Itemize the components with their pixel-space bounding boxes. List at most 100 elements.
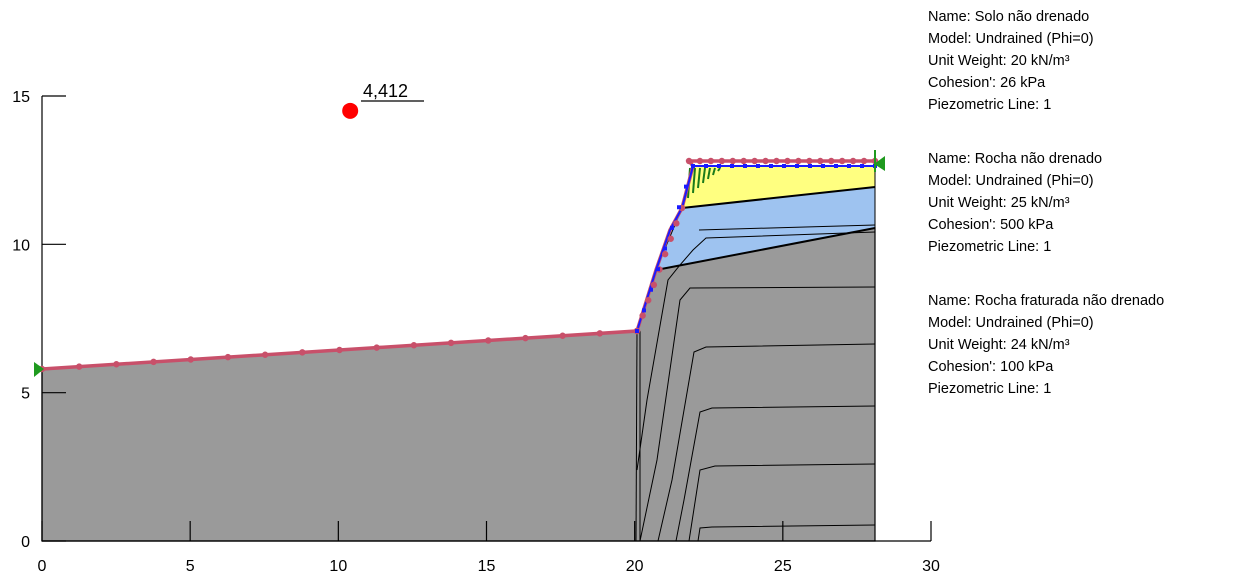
search-marker — [663, 246, 667, 251]
slip-marker — [762, 157, 769, 165]
slip-surface-overlay — [34, 150, 885, 377]
material-piezo: Piezometric Line: 1 — [928, 97, 1051, 113]
right-end-marker — [874, 156, 885, 171]
material-legend: Name: Solo não drenado Model: Undrained … — [928, 9, 1164, 397]
slip-marker — [113, 361, 120, 368]
slip-marker — [718, 157, 726, 165]
search-marker — [656, 267, 660, 272]
search-marker — [756, 164, 760, 168]
search-marker — [847, 164, 851, 168]
x-tick-label: 10 — [329, 558, 347, 575]
search-marker — [860, 164, 864, 168]
material-piezo: Piezometric Line: 1 — [928, 381, 1051, 397]
search-marker — [717, 164, 721, 168]
slip-marker — [336, 346, 343, 354]
slip-marker — [596, 330, 604, 337]
slip-marker — [645, 297, 652, 304]
factor-of-safety-label: 4,412 — [363, 81, 408, 101]
search-marker — [635, 329, 639, 333]
material-cohesion: Cohesion': 26 kPa — [928, 75, 1046, 91]
slip-marker — [828, 157, 835, 165]
search-marker — [677, 205, 681, 210]
slip-marker — [447, 339, 455, 347]
axes: 0 5 10 15 20 25 30 0 5 10 15 — [12, 89, 940, 575]
material-model: Model: Undrained (Phi=0) — [928, 173, 1094, 189]
search-marker — [769, 164, 773, 168]
search-marker — [782, 164, 786, 168]
material-name: Name: Rocha fraturada não drenado — [928, 293, 1164, 309]
slip-marker — [729, 157, 736, 165]
material-weight: Unit Weight: 25 kN/m³ — [928, 195, 1070, 211]
slip-marker — [860, 157, 868, 165]
slip-marker — [559, 332, 566, 339]
search-marker — [743, 164, 747, 168]
search-marker — [691, 164, 695, 168]
slip-marker — [707, 157, 715, 165]
slip-marker — [784, 157, 791, 165]
material-cohesion: Cohesion': 100 kPa — [928, 359, 1054, 375]
material-cohesion: Cohesion': 500 kPa — [928, 217, 1054, 233]
slip-marker — [639, 312, 646, 319]
material-entry-fractured-rock: Name: Rocha fraturada não drenado Model:… — [928, 293, 1164, 397]
slip-marker — [696, 157, 704, 165]
x-tick-label: 25 — [774, 558, 792, 575]
search-marker — [642, 308, 646, 313]
material-entry-rock: Name: Rocha não drenado Model: Undrained… — [928, 151, 1102, 255]
search-marker — [795, 164, 799, 168]
slip-marker — [751, 157, 758, 165]
search-marker — [808, 164, 812, 168]
slip-marker — [224, 353, 232, 361]
material-entry-soil: Name: Solo não drenado Model: Undrained … — [928, 9, 1094, 113]
slip-marker — [187, 356, 194, 363]
material-model: Model: Undrained (Phi=0) — [928, 315, 1094, 331]
material-piezo: Piezometric Line: 1 — [928, 239, 1051, 255]
material-model: Model: Undrained (Phi=0) — [928, 31, 1094, 47]
material-name: Name: Rocha não drenado — [928, 151, 1102, 167]
slip-marker — [261, 351, 269, 358]
slip-marker — [795, 157, 802, 165]
slip-marker — [150, 358, 157, 366]
material-weight: Unit Weight: 20 kN/m³ — [928, 53, 1070, 69]
left-end-marker — [34, 362, 44, 377]
slip-center-point — [342, 102, 359, 119]
x-tick-label: 5 — [186, 558, 195, 575]
search-marker — [730, 164, 734, 168]
slip-marker — [838, 157, 846, 165]
slip-marker — [806, 157, 813, 165]
search-marker — [821, 164, 825, 168]
search-marker — [649, 287, 653, 292]
search-marker — [670, 225, 674, 230]
rock-region — [41, 227, 876, 542]
slip-marker — [667, 235, 674, 242]
y-tick-label: 10 — [12, 237, 30, 254]
slip-marker — [685, 157, 693, 165]
y-tick-label: 5 — [21, 386, 30, 403]
slip-marker — [849, 157, 857, 165]
search-marker — [704, 164, 708, 168]
material-boundaries — [655, 186, 876, 271]
slip-marker — [740, 157, 747, 165]
slip-marker — [522, 334, 529, 342]
slip-marker — [673, 220, 680, 227]
slip-marker — [75, 363, 83, 370]
slip-marker — [817, 157, 824, 165]
y-tick-label: 15 — [12, 89, 30, 106]
material-name: Name: Solo não drenado — [928, 9, 1089, 25]
slip-marker — [650, 281, 658, 289]
material-weight: Unit Weight: 24 kN/m³ — [928, 337, 1070, 353]
search-marker — [684, 184, 688, 189]
x-tick-label: 30 — [922, 558, 940, 575]
internal-contours — [635, 224, 876, 542]
slip-marker — [373, 344, 380, 351]
y-tick-label: 0 — [21, 534, 30, 551]
x-tick-label: 15 — [478, 558, 496, 575]
slip-marker — [485, 337, 492, 344]
slip-marker — [661, 250, 669, 258]
slip-marker — [410, 342, 418, 349]
slip-marker — [773, 157, 780, 165]
x-tick-label: 0 — [38, 558, 47, 575]
x-tick-label: 20 — [626, 558, 644, 575]
search-marker — [834, 164, 838, 168]
slip-marker — [299, 349, 306, 356]
